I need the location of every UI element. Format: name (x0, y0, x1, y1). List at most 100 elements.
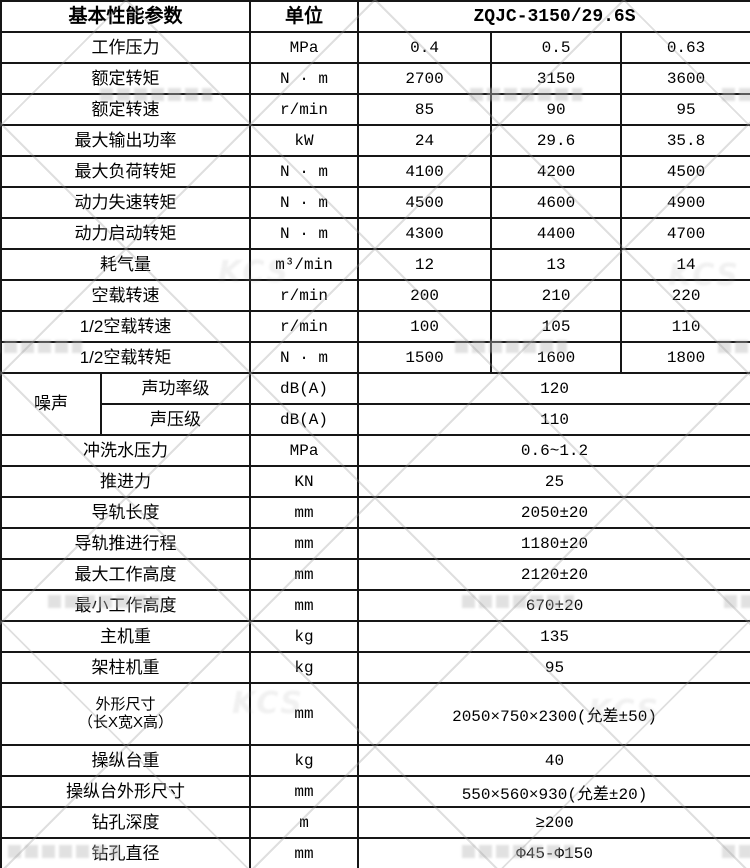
value-cell: 90 (490, 93, 623, 126)
table-row: 额定转矩 N · m 2700 3150 3600 (0, 62, 750, 95)
table-row: 1/2空载转矩 N · m 1500 1600 1800 (0, 341, 750, 374)
param-label: 耗气量 (100, 254, 151, 274)
table-row: 动力失速转矩 N · m 4500 4600 4900 (0, 186, 750, 219)
unit-cell: kg (249, 651, 360, 684)
param-label-cell: 最小工作高度 (0, 589, 252, 622)
value-cell: 135 (357, 620, 750, 653)
param-label: 冲洗水压力 (83, 440, 168, 460)
unit-cell: r/min (249, 310, 360, 343)
value-cell: 4400 (490, 217, 623, 250)
value-cell: 12 (357, 248, 493, 281)
param-label-cell: 导轨长度 (0, 496, 252, 529)
value-cell: 0.4 (357, 31, 493, 64)
param-label: 1/2空载转速 (79, 316, 172, 336)
value-cell: 2050±20 (357, 496, 750, 529)
unit-cell: kW (249, 124, 360, 157)
value-cell: 0.63 (620, 31, 750, 64)
param-label-cell: 动力失速转矩 (0, 186, 252, 219)
unit-cell: N · m (249, 341, 360, 374)
value-cell: 4500 (620, 155, 750, 188)
unit-cell: N · m (249, 186, 360, 219)
value-cell: 0.5 (490, 31, 623, 64)
unit-cell: mm (249, 496, 360, 529)
header-unit-cell: 单位 (249, 0, 360, 33)
unit-cell: mm (249, 682, 360, 746)
unit-cell: KN (249, 465, 360, 498)
param-sublabel-cell: 声压级 (99, 403, 252, 436)
table-row: 操纵台外形尺寸 mm 550×560×930(允差±20) (0, 775, 750, 808)
value-cell: 13 (490, 248, 623, 281)
unit-cell: r/min (249, 279, 360, 312)
value-cell: 95 (357, 651, 750, 684)
param-label-cell: 钻孔深度 (0, 806, 252, 839)
table-row: 导轨长度 mm 2050±20 (0, 496, 750, 529)
param-label-cell: 最大负荷转矩 (0, 155, 252, 188)
table-row: 最大输出功率 kW 24 29.6 35.8 (0, 124, 750, 157)
param-label: 钻孔深度 (91, 812, 160, 832)
param-label: 操纵台外形尺寸 (66, 781, 185, 801)
param-label-line2: （长X宽X高） (78, 714, 174, 731)
param-label-cell: 主机重 (0, 620, 252, 653)
param-label-cell: 钻孔直径 (0, 837, 252, 868)
table-row: 额定转速 r/min 85 90 95 (0, 93, 750, 126)
value-cell: 4700 (620, 217, 750, 250)
param-label: 操纵台重 (91, 750, 160, 770)
header-param-cell: 基本性能参数 (0, 0, 252, 33)
value-cell: 3150 (490, 62, 623, 95)
value-cell: 120 (357, 372, 750, 405)
param-label: 最大工作高度 (74, 564, 177, 584)
value-cell: 2120±20 (357, 558, 750, 591)
value-cell: 35.8 (620, 124, 750, 157)
value-cell: 4500 (357, 186, 493, 219)
value-cell: 95 (620, 93, 750, 126)
unit-cell: mm (249, 589, 360, 622)
param-label: 最大负荷转矩 (74, 161, 177, 181)
param-label: 架柱机重 (91, 657, 160, 677)
table-row: 声压级 dB(A) 110 (1, 403, 750, 436)
value-cell: 0.6~1.2 (357, 434, 750, 467)
param-label-cell: 1/2空载转速 (0, 310, 252, 343)
unit-cell: kg (249, 744, 360, 777)
param-label: 外形尺寸 (95, 696, 156, 713)
param-label-cell: 额定转速 (0, 93, 252, 126)
table-row: 主机重 kg 135 (0, 620, 750, 653)
value-cell: 24 (357, 124, 493, 157)
table-row: 最大负荷转矩 N · m 4100 4200 4500 (0, 155, 750, 188)
param-label: 推进力 (100, 471, 151, 491)
unit-cell: m (249, 806, 360, 839)
param-label-cell: 动力启动转矩 (0, 217, 252, 250)
value-cell: 550×560×930(允差±20) (357, 775, 750, 808)
value-cell: 4600 (490, 186, 623, 219)
table-row: 钻孔直径 mm Φ45-Φ150 (0, 837, 750, 868)
param-label-cell: 操纵台重 (0, 744, 252, 777)
value-cell: 40 (357, 744, 750, 777)
value-cell: 200 (357, 279, 493, 312)
value-cell: ≥200 (357, 806, 750, 839)
param-label-cell: 最大工作高度 (0, 558, 252, 591)
table-row: 架柱机重 kg 95 (0, 651, 750, 684)
value-cell: 4300 (357, 217, 493, 250)
unit-cell: MPa (249, 31, 360, 64)
param-label-cell: 最大输出功率 (0, 124, 252, 157)
value-cell: 100 (357, 310, 493, 343)
value-cell: 1800 (620, 341, 750, 374)
param-label: 空载转速 (91, 285, 160, 305)
param-label-cell: 冲洗水压力 (0, 434, 252, 467)
table-header-row: 基本性能参数 单位 ZQJC-3150/29.6S (0, 0, 750, 33)
unit-cell: mm (249, 527, 360, 560)
value-cell: 220 (620, 279, 750, 312)
param-label-cell: 工作压力 (0, 31, 252, 64)
param-label: 动力启动转矩 (74, 223, 177, 243)
table-row: 耗气量 m³/min 12 13 14 (0, 248, 750, 281)
value-cell: 14 (620, 248, 750, 281)
param-label-cell: 操纵台外形尺寸 (0, 775, 252, 808)
unit-cell: r/min (249, 93, 360, 126)
param-label: 工作压力 (91, 37, 160, 57)
param-label-cell: 外形尺寸 （长X宽X高） (0, 682, 252, 746)
value-cell: 1180±20 (357, 527, 750, 560)
value-cell: 110 (357, 403, 750, 436)
param-label: 导轨推进行程 (74, 533, 177, 553)
